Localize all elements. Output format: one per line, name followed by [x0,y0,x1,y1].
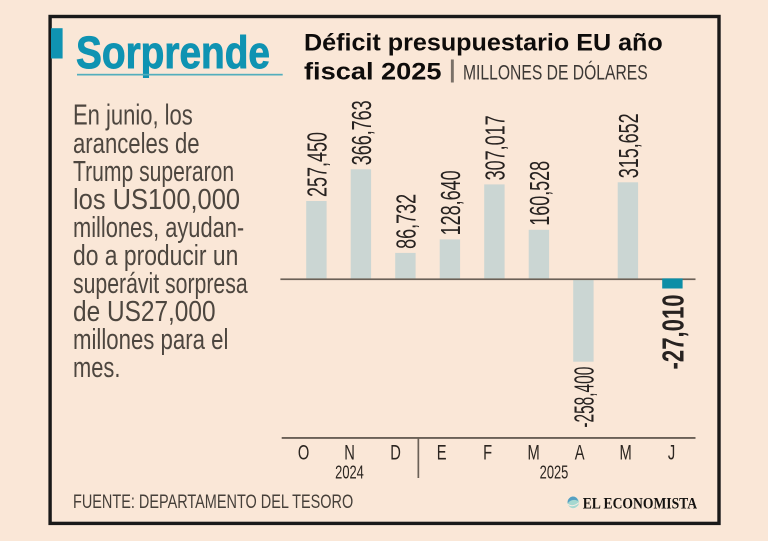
svg-text:2024: 2024 [335,462,364,483]
svg-text:millones, ayudan-: millones, ayudan- [73,212,244,243]
svg-text:-27,010: -27,010 [656,294,691,369]
svg-text:D: D [390,441,401,464]
svg-text:mes.: mes. [73,353,120,384]
svg-text:En junio, los: En junio, los [73,100,193,131]
svg-text:F: F [483,441,492,464]
svg-text:J: J [668,441,675,464]
svg-text:superávit sorpresa: superávit sorpresa [73,268,248,300]
svg-text:257,450: 257,450 [301,132,332,197]
svg-text:EL ECONOMISTA: EL ECONOMISTA [583,496,698,513]
svg-text:Sorprende: Sorprende [76,27,270,78]
svg-text:Déficit presupuestario EU año: Déficit presupuestario EU año [304,30,663,57]
svg-text:A: A [575,441,586,464]
svg-text:315,652: 315,652 [613,113,644,178]
svg-text:128,640: 128,640 [435,170,466,235]
svg-text:86,732: 86,732 [390,194,421,249]
svg-text:M: M [527,441,539,464]
svg-text:aranceles de: aranceles de [73,128,200,159]
svg-text:160,528: 160,528 [524,161,555,226]
svg-text:de US27,000: de US27,000 [73,295,216,327]
svg-text:MILLONES DE DÓLARES: MILLONES DE DÓLARES [463,60,648,84]
svg-text:Trump superaron: Trump superaron [73,156,234,188]
svg-text:M: M [619,441,631,464]
svg-text:307,017: 307,017 [479,115,510,180]
svg-text:366,763: 366,763 [346,100,377,165]
svg-text:los US100,000: los US100,000 [73,184,240,216]
svg-text:2025: 2025 [540,462,569,483]
svg-text:-258,400: -258,400 [567,367,599,428]
svg-text:N: N [344,441,355,464]
svg-text:E: E [437,441,447,464]
svg-text:O: O [298,441,309,464]
svg-text:millones para el: millones para el [73,325,228,356]
svg-text:FUENTE: DEPARTAMENTO DEL TESOR: FUENTE: DEPARTAMENTO DEL TESORO [73,491,353,512]
svg-text:do a producir un: do a producir un [73,241,238,272]
svg-text:fiscal 2025: fiscal 2025 [304,59,442,85]
